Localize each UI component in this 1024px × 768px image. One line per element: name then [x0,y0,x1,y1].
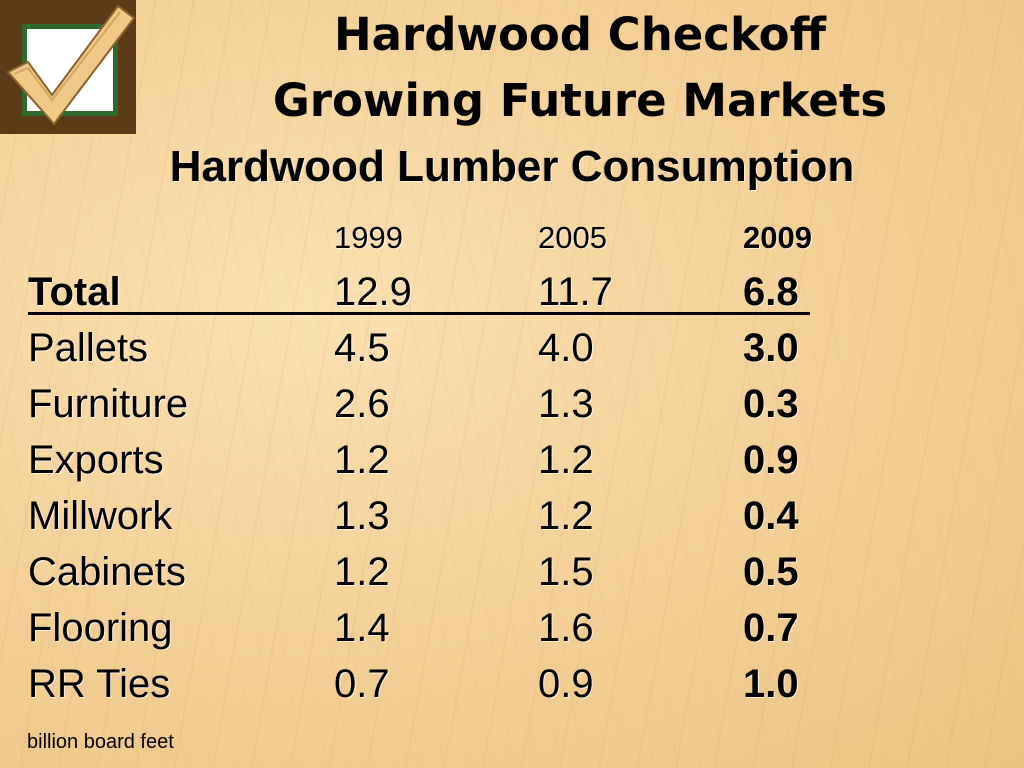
pallets-2009: 3.0 [743,326,799,370]
checkoff-logo [0,0,136,134]
checkmark-icon [6,4,136,126]
year-header-2005: 2005 [538,220,607,255]
furniture-2005: 1.3 [538,382,594,426]
row-label-flooring: Flooring [28,606,173,650]
row-label-exports: Exports [28,438,164,482]
year-header-2009: 2009 [743,220,812,255]
total-underline [28,312,810,315]
title-line-1: Hardwood Checkoff [333,8,827,61]
total-2005: 11.7 [538,270,613,314]
millwork-1999: 1.3 [334,494,390,538]
pallets-2005: 4.0 [538,326,594,370]
row-label-pallets: Pallets [28,326,149,370]
exports-2005: 1.2 [538,438,594,482]
flooring-2005: 1.6 [538,606,594,650]
flooring-1999: 1.4 [334,606,390,650]
row-label-rr-ties: RR Ties [28,662,171,706]
exports-2009: 0.9 [743,438,799,482]
flooring-2009: 0.7 [743,606,799,650]
row-label-millwork: Millwork [28,494,173,538]
table-subtitle: Hardwood Lumber Consumption [169,142,855,191]
cabinets-2009: 0.5 [743,550,799,594]
row-label-cabinets: Cabinets [28,550,186,594]
rr-ties-2005: 0.9 [538,662,594,706]
furniture-2009: 0.3 [743,382,799,426]
pallets-1999: 4.5 [334,326,390,370]
title-line-2: Growing Future Markets [272,74,888,127]
total-label: Total [28,270,121,314]
rr-ties-1999: 0.7 [334,662,390,706]
year-header-1999: 1999 [334,220,403,255]
total-2009: 6.8 [743,270,799,314]
row-label-furniture: Furniture [28,382,189,426]
millwork-2009: 0.4 [743,494,799,538]
units-footnote: billion board feet [27,731,174,753]
rr-ties-2009: 1.0 [743,662,799,706]
exports-1999: 1.2 [334,438,390,482]
millwork-2005: 1.2 [538,494,594,538]
total-1999: 12.9 [334,270,412,314]
furniture-1999: 2.6 [334,382,390,426]
cabinets-2005: 1.5 [538,550,594,594]
cabinets-1999: 1.2 [334,550,390,594]
